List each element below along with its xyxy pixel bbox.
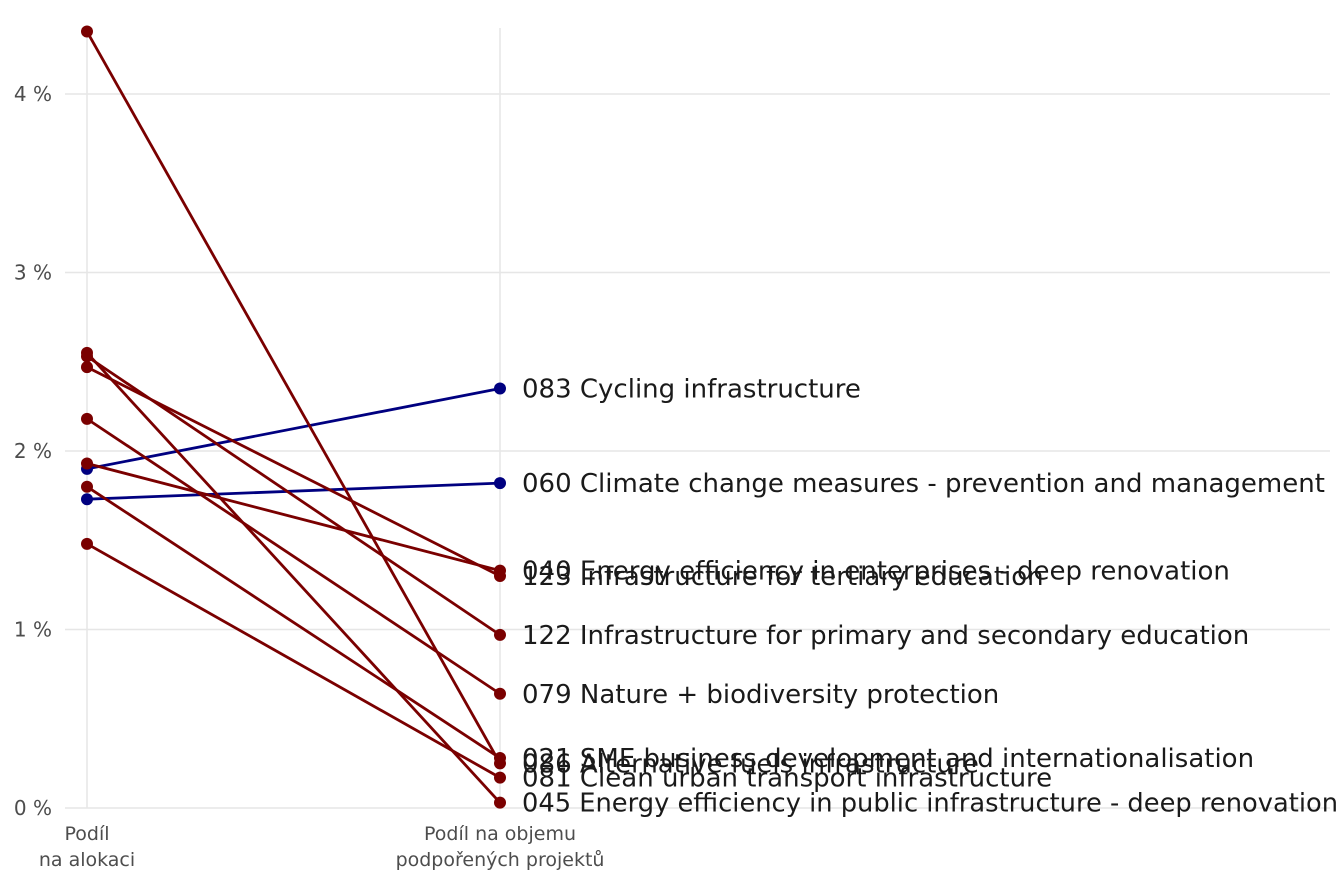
- series-line: [86, 542, 501, 779]
- series-labels: 083 Cycling infrastructure 060 Climate ch…: [522, 375, 1338, 819]
- series-point-end: [494, 796, 506, 809]
- series-point-end: [494, 757, 506, 770]
- series-point-start: [81, 25, 93, 38]
- series-point-start: [81, 346, 93, 359]
- y-tick-label: 1 %: [14, 618, 52, 642]
- series-point-start: [81, 412, 93, 425]
- series-point-end: [494, 477, 506, 490]
- x-axis-category-labels: Podíl na alokaci Podíl na objemu podpořenýc…: [39, 823, 605, 871]
- series-line: [85, 30, 502, 765]
- series-point-end: [494, 382, 506, 395]
- series-line: [86, 485, 501, 760]
- series-point-start: [81, 493, 93, 506]
- x-category-label: Podíl na objemu podpořených projektů: [396, 823, 605, 871]
- y-tick-label: 3 %: [14, 261, 52, 285]
- series-line: [86, 462, 501, 572]
- x-category-label: Podíl na alokaci: [39, 823, 135, 871]
- series-label: 079 Nature + biodiversity protection: [522, 680, 999, 710]
- series-label: 045 Energy efficiency in public infrastr…: [522, 789, 1338, 819]
- series-point-start: [81, 537, 93, 550]
- series-label: 081 Clean urban transport infrastructure: [522, 764, 1052, 794]
- series-point-start: [81, 457, 93, 470]
- series-point-end: [494, 771, 506, 784]
- series-point-end: [494, 687, 506, 700]
- series-point-start: [81, 480, 93, 493]
- series-label: 040 Energy efficiency in enterprises - d…: [522, 557, 1230, 587]
- y-tick-label: 4 %: [14, 82, 52, 106]
- series-point-end: [494, 628, 506, 641]
- series-line: [86, 481, 501, 501]
- series-line: [85, 351, 502, 804]
- series-label: 123 Infrastructure for tertiary educatio…: [522, 562, 1044, 592]
- series-line: [86, 417, 501, 695]
- y-axis-tick-labels: 0 % 1 % 2 % 3 % 4 %: [14, 82, 52, 820]
- series-point-start: [81, 361, 93, 374]
- series-label: 086 Alternative fuels infrastructure: [522, 749, 979, 779]
- series-label: 083 Cycling infrastructure: [522, 375, 861, 405]
- series-label: 122 Infrastructure for primary and secon…: [522, 621, 1249, 651]
- series-point-end: [494, 569, 506, 582]
- series-points: [81, 25, 506, 809]
- series-label: 060 Climate change measures - prevention…: [522, 469, 1325, 499]
- series-lines: [85, 30, 502, 804]
- y-tick-label: 2 %: [14, 439, 52, 463]
- series-label: 021 SME business development and interna…: [522, 744, 1254, 774]
- series-line: [86, 355, 501, 637]
- series-line: [86, 387, 501, 471]
- y-tick-label: 0 %: [14, 796, 52, 820]
